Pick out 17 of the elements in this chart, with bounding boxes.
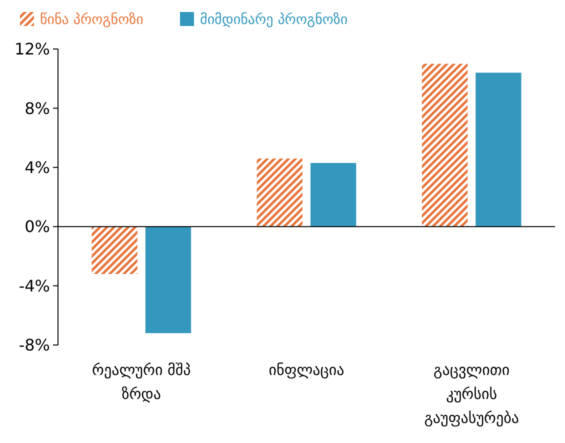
y-tick-label: -8% <box>18 336 50 355</box>
legend-label: მიმდინარე პროგნოზი <box>200 12 348 28</box>
y-tick-label: 4% <box>24 158 50 177</box>
bar <box>256 158 302 227</box>
bar <box>310 162 356 227</box>
y-tick-label: -4% <box>18 276 50 296</box>
bar <box>422 64 468 227</box>
y-tick-label: 12% <box>14 40 50 59</box>
legend-label: წინა პროგნოზი <box>40 12 144 28</box>
y-tick-label: 0% <box>24 217 50 236</box>
bar <box>92 226 138 274</box>
y-tick-label: 8% <box>24 98 50 118</box>
x-tick-label: გაცვლითი კურსის გაუფასურება <box>424 361 520 427</box>
bar <box>145 226 192 334</box>
bar <box>476 72 522 227</box>
x-tick-label: რეალური მშპ ზრდა <box>92 361 191 403</box>
x-tick-label: ინფლაცია <box>268 361 344 379</box>
